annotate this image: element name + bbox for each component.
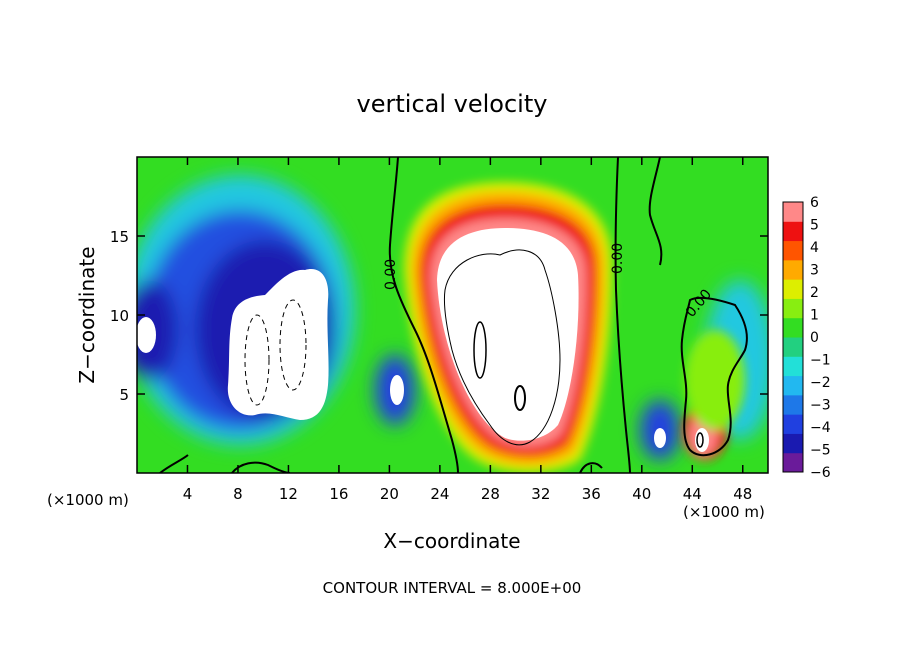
contour-interval-note: CONTOUR INTERVAL = 8.000E+00 [323,579,582,597]
downdraft-dashed-contour-2 [279,299,307,391]
x-tick-label: 48 [733,485,752,503]
x-tick-label: 4 [183,485,193,503]
colorbar-tick-label: 5 [810,218,819,234]
colorbar-segment [783,452,803,473]
colorbar-tick-label: 0 [810,330,819,346]
zero-contour-left [388,157,459,473]
colorbar-segment [783,240,803,261]
x-tick-label: 28 [481,485,500,503]
x-axis-ticks: 4 8 12 16 20 24 28 32 36 40 44 48 [183,157,752,503]
left-edge-white [137,317,156,353]
x-tick-label: 24 [430,485,449,503]
y-tick-label: 10 [110,307,129,325]
colorbar-tick-label: −2 [810,375,831,391]
updraft-small-contour-2 [514,385,526,411]
colorbar-tick-label: 4 [810,240,819,256]
contour-label-right: 0.00 [610,243,626,274]
zero-contour-right [614,157,631,473]
x-axis-label: X−coordinate [383,529,520,553]
colorbar-segment [783,259,803,280]
colorbar-segment [783,202,803,222]
colorbar-segment [783,279,803,299]
colorbar-tick-label: −4 [810,420,831,436]
bottom-contour-36 [579,462,603,473]
downdraft-core-white [227,269,329,420]
y-unit-label: (×1000 m) [47,491,129,509]
colorbar-tick-label: 3 [810,263,819,279]
colorbar-segment [783,298,803,319]
x-tick-label: 16 [329,485,348,503]
colorbar-tick-label: 1 [810,308,819,324]
contour-label-left: 0.00 [383,259,399,290]
y-tick-label: 15 [110,228,129,246]
x-tick-label: 40 [632,485,651,503]
saturated-regions [137,228,709,452]
yellow-band-right [685,330,745,430]
bottom-contour-mid [231,461,291,473]
x-tick-label: 32 [531,485,550,503]
x-unit-label: (×1000 m) [683,503,765,521]
chart-title: vertical velocity [357,90,548,118]
downdraft-dashed-contour-1 [244,314,270,406]
heatmap-field [137,157,768,473]
small-contour-44 [696,432,704,448]
y-tick-label: 5 [119,386,129,404]
colorbar-segment [783,221,803,242]
colorbar-segment [783,375,803,396]
bottom-contour-left [159,454,189,473]
zero-contour-far-right [680,296,748,457]
colorbar-tick-label: −1 [810,353,831,369]
colorbar-segment [783,337,803,357]
colorbar-segment [783,394,803,415]
colorbar-segment [783,433,803,454]
x-tick-label: 12 [279,485,298,503]
x-tick-label: 44 [683,485,702,503]
colorbar-segment [783,414,803,434]
updraft-core-white [437,228,579,441]
y-axis-label: Z−coordinate [75,246,99,383]
updraft-inner-contour [443,249,561,446]
x-tick-label: 8 [233,485,243,503]
colorbar-frame [782,201,804,473]
colorbar-tick-label: 2 [810,285,819,301]
zero-contour-top-right [648,157,663,266]
colorbar-tick-label: −3 [810,398,831,414]
blob-20-white [390,375,404,405]
colorbar-tick-label: −5 [810,443,831,459]
x-tick-label: 20 [380,485,399,503]
y-axis-ticks: 5 10 15 [110,228,768,404]
contour-lines [159,157,748,473]
colorbar-segment [783,356,803,377]
blob-41-white [654,428,666,448]
colorbar: 6 5 4 3 2 1 0 −1 −2 −3 −4 −5 −6 [782,195,831,481]
colorbar-tick-label: −6 [810,465,831,481]
left-edge-downdraft [137,280,178,380]
colorbar-segment [783,317,803,338]
updraft-small-contour-1 [473,321,487,379]
colorbar-tick-label: 6 [810,195,819,211]
x-tick-label: 36 [582,485,601,503]
